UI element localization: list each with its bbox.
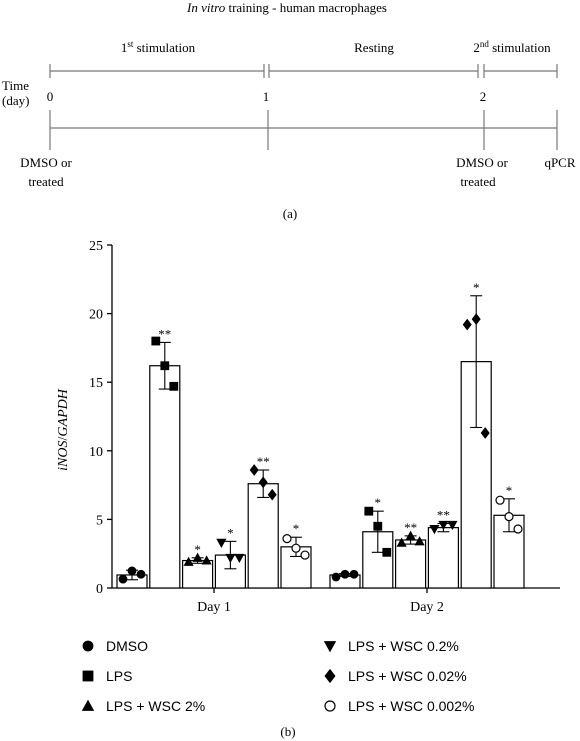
event-day2-line2: treated bbox=[460, 174, 496, 189]
y-tick-label-20: 20 bbox=[89, 308, 103, 323]
y-tick-label-25: 25 bbox=[89, 239, 103, 254]
point-day1-series4-3 bbox=[234, 553, 245, 564]
significance-day2-series5: * bbox=[473, 280, 480, 295]
significance-day1-series6: * bbox=[293, 521, 300, 536]
point-day2-series4-2 bbox=[438, 520, 449, 531]
legend-marker-series6 bbox=[324, 700, 336, 712]
event-day2-line1: DMSO or bbox=[456, 155, 508, 170]
y-axis-label: iNOS/GAPDH bbox=[56, 388, 71, 471]
legend-marker-series1 bbox=[82, 640, 94, 652]
legend-marker-series5 bbox=[324, 668, 336, 684]
point-day1-series3-3 bbox=[201, 555, 212, 565]
legend-label-series4: LPS + WSC 0.2% bbox=[348, 638, 459, 654]
significance-day2-series2: * bbox=[375, 495, 382, 510]
legend-label-series2: LPS bbox=[106, 668, 132, 684]
event-day0-line1: DMSO or bbox=[20, 155, 72, 170]
day-tick-0: 0 bbox=[47, 89, 54, 104]
time-axis-label-line2: (day) bbox=[2, 93, 29, 108]
point-day1-series1-1 bbox=[118, 574, 128, 584]
point-day1-series1-3 bbox=[136, 569, 146, 579]
event-day0-line2: treated bbox=[28, 174, 64, 189]
bar-day2-series4 bbox=[427, 527, 459, 589]
y-tick-label-15: 15 bbox=[89, 376, 103, 391]
x-tick-label-day-1: Day 1 bbox=[197, 600, 231, 615]
significance-day1-series5: ** bbox=[257, 454, 270, 469]
point-day2-series2-3 bbox=[382, 547, 392, 557]
time-axis-label-line1: Time bbox=[2, 78, 29, 93]
legend-marker-series4 bbox=[323, 641, 337, 653]
time-axis bbox=[49, 110, 558, 150]
point-day1-series2-1 bbox=[151, 336, 161, 346]
y-tick-label-10: 10 bbox=[89, 445, 103, 460]
x-axis: Day 1 Day 2 bbox=[112, 587, 560, 615]
point-day1-series6-1 bbox=[282, 534, 292, 544]
point-day2-series5-3 bbox=[480, 427, 490, 439]
point-day2-series6-2 bbox=[504, 512, 514, 522]
point-day2-series4-3 bbox=[447, 520, 458, 531]
point-day1-series2-3 bbox=[169, 381, 179, 391]
significance-day2-series4: ** bbox=[437, 508, 450, 523]
significance-day1-series2: ** bbox=[158, 326, 171, 341]
bar-day1-series5 bbox=[247, 483, 279, 589]
point-day1-series3-2 bbox=[192, 552, 203, 562]
legend-label-series5: LPS + WSC 0.02% bbox=[348, 668, 467, 684]
significance-day2-series6: * bbox=[506, 483, 513, 498]
significance-day2-series3: ** bbox=[404, 520, 417, 535]
legend-label-series3: LPS + WSC 2% bbox=[106, 698, 205, 714]
point-day2-series3-1 bbox=[396, 537, 407, 547]
timeline-title: In vitro training - human macrophages bbox=[186, 0, 387, 15]
y-tick-label-5: 5 bbox=[96, 513, 103, 528]
phase-label-resting: Resting bbox=[354, 40, 394, 55]
point-day1-series1-2 bbox=[127, 566, 137, 576]
point-day2-series3-2 bbox=[405, 530, 416, 540]
point-day1-series2-2 bbox=[160, 361, 170, 371]
point-day2-series2-2 bbox=[373, 521, 383, 531]
point-day1-series5-1 bbox=[249, 464, 259, 476]
legend-marker-series3 bbox=[81, 699, 95, 711]
legend-label-series1: DMSO bbox=[106, 638, 148, 654]
point-day2-series2-1 bbox=[364, 506, 374, 516]
point-day2-series1-1 bbox=[331, 572, 341, 582]
point-day2-series1-2 bbox=[340, 569, 350, 579]
point-day2-series5-2 bbox=[471, 313, 481, 325]
y-axis: 0 5 10 15 20 25 bbox=[89, 239, 113, 597]
significance-day1-series4: * bbox=[227, 525, 234, 540]
phase-segments bbox=[49, 64, 558, 78]
panel-label-a: (a) bbox=[283, 206, 297, 221]
point-day1-series3-1 bbox=[183, 556, 194, 566]
phase-label-second-stimulation: 2nd stimulation bbox=[473, 39, 551, 55]
point-day1-series5-2 bbox=[258, 476, 268, 489]
timeline-panel: In vitro training - human macrophages 1s… bbox=[2, 0, 576, 221]
x-tick-label-day-2: Day 2 bbox=[410, 600, 444, 615]
legend-marker-series2 bbox=[82, 670, 94, 682]
point-day1-series6-2 bbox=[291, 543, 301, 553]
point-day2-series3-3 bbox=[414, 536, 425, 546]
day-tick-2: 2 bbox=[480, 89, 487, 104]
point-day1-series4-2 bbox=[225, 553, 236, 564]
legend-label-series6: LPS + WSC 0.002% bbox=[348, 698, 474, 714]
y-tick-label-0: 0 bbox=[96, 582, 103, 597]
point-day2-series4-1 bbox=[429, 525, 440, 535]
bar-day1-series2 bbox=[149, 365, 181, 589]
bar-day2-series3 bbox=[395, 539, 427, 589]
point-day2-series6-3 bbox=[513, 524, 523, 534]
significance-day1-series3: * bbox=[194, 542, 201, 557]
panel-label-b: (b) bbox=[280, 724, 295, 739]
point-day1-series5-3 bbox=[267, 488, 277, 501]
event-end-qpcr: qPCR bbox=[544, 155, 575, 170]
point-day1-series4-1 bbox=[216, 538, 227, 548]
point-day2-series5-1 bbox=[462, 318, 472, 331]
day-tick-1: 1 bbox=[263, 89, 270, 104]
phase-label-first-stimulation: 1st stimulation bbox=[121, 39, 196, 55]
point-day2-series1-3 bbox=[349, 569, 359, 579]
point-day1-series6-3 bbox=[300, 550, 310, 560]
point-day2-series6-1 bbox=[495, 495, 505, 505]
legend: DMSO LPS LPS + WSC 2% LPS + WSC 0.2% LPS + W… bbox=[81, 638, 474, 714]
bars: ************** bbox=[116, 280, 525, 589]
